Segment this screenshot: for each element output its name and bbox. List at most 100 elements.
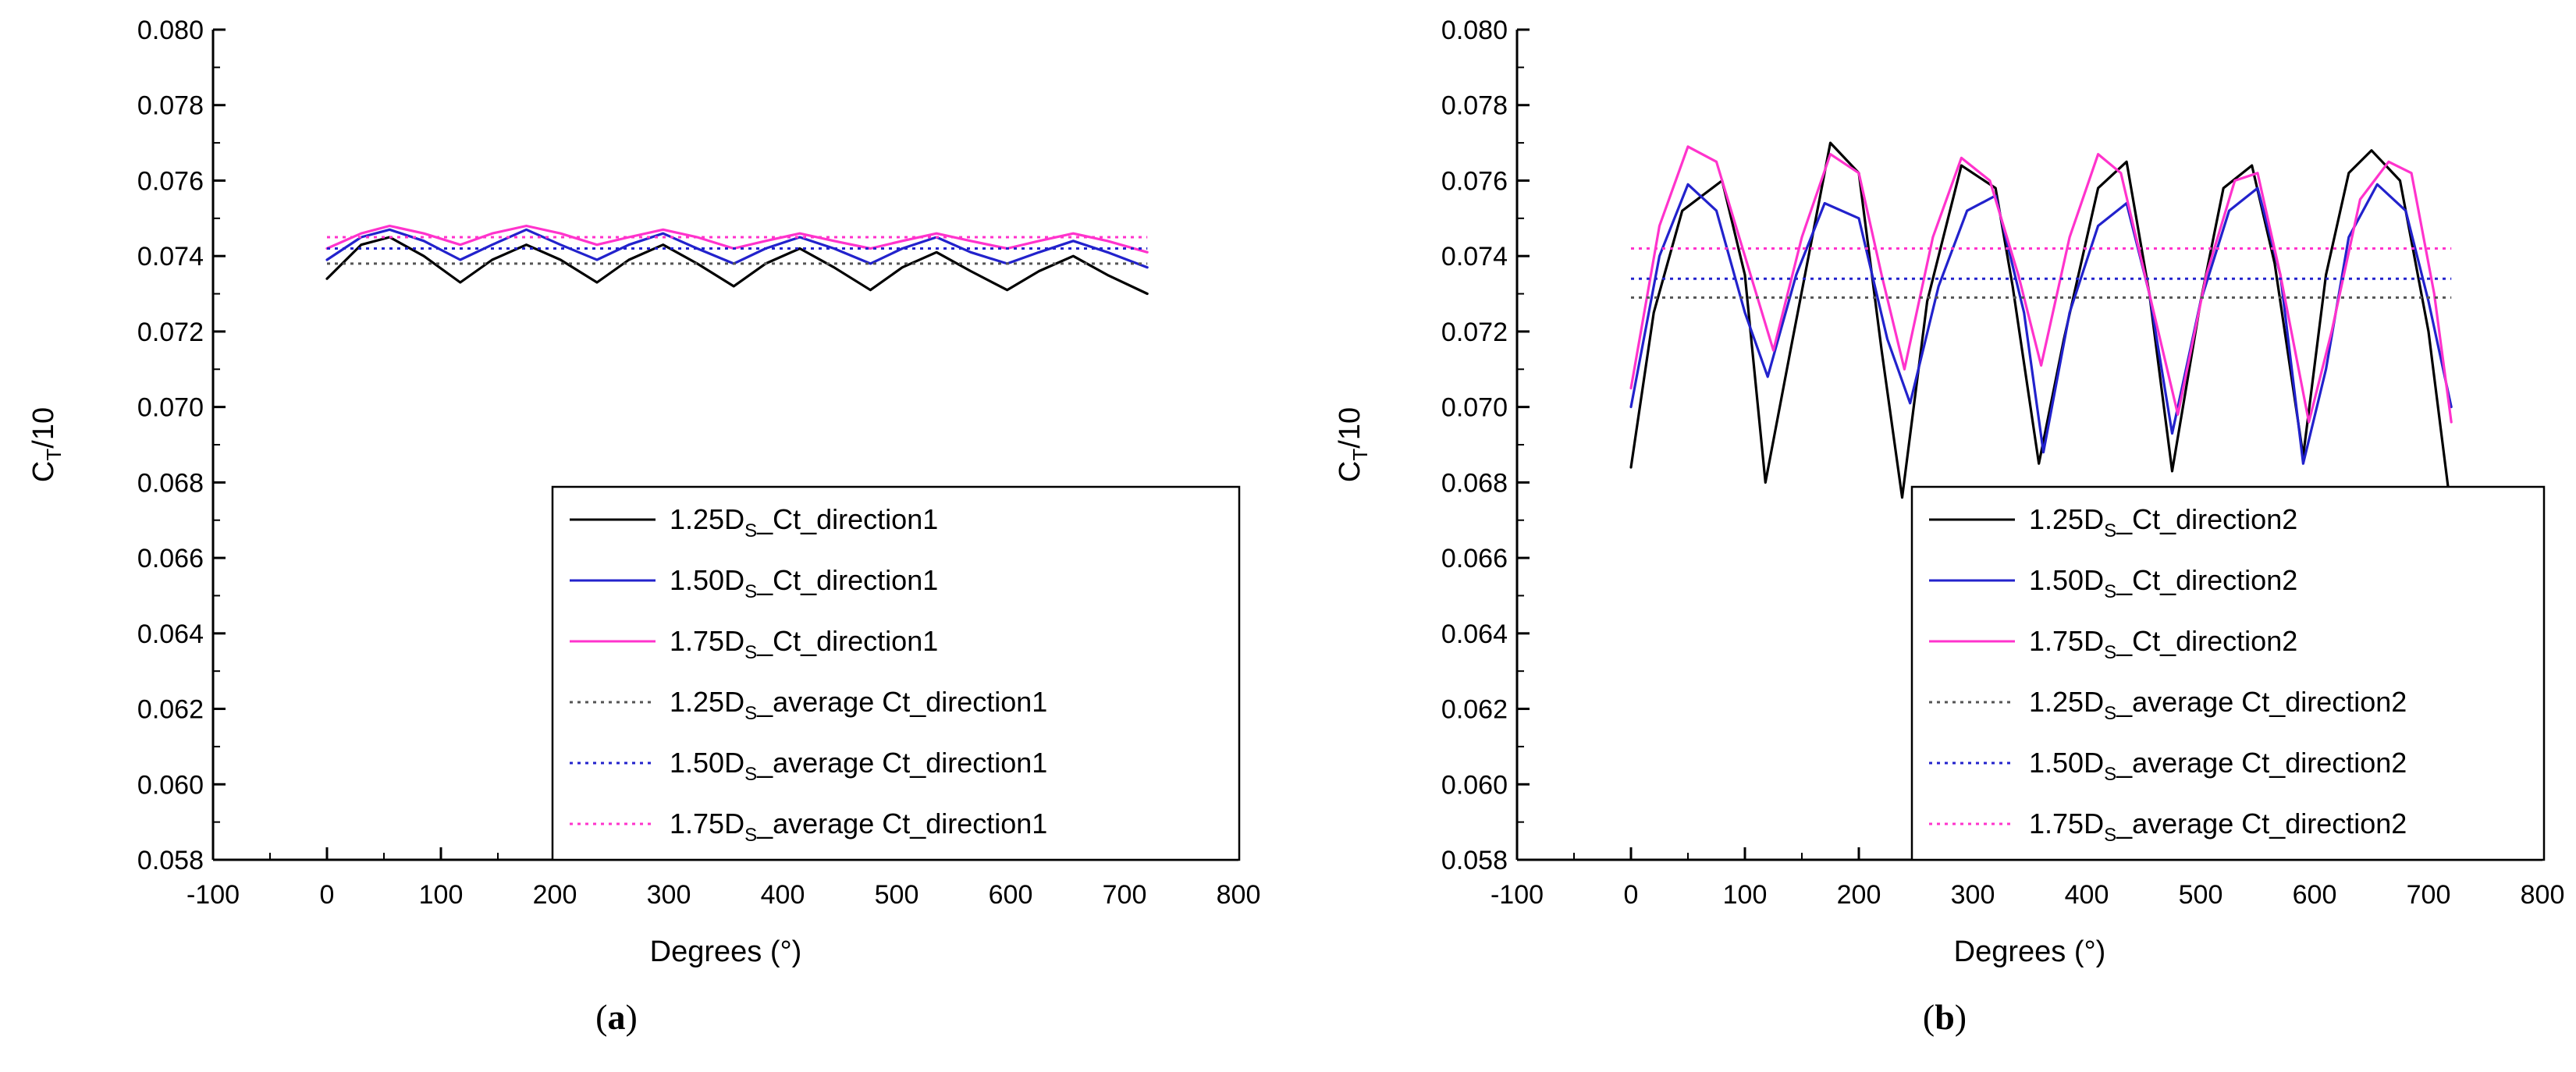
y-tick-label: 0.064 [137, 619, 204, 649]
legend-item-prefix: 1.50D [2029, 747, 2104, 779]
legend-item-prefix: 1.50D [670, 747, 744, 779]
y-tick-label: 0.064 [1441, 619, 1508, 649]
y-tick-label: 0.066 [137, 544, 204, 573]
y-tick-label: 0.076 [137, 166, 204, 196]
legend-item: 1.75DS_average Ct_direction1 [670, 808, 1047, 846]
y-tick-label: 0.078 [1441, 91, 1508, 121]
x-tick-label: 300 [647, 880, 691, 910]
y-axis-label-sub: T [42, 449, 66, 461]
legend-item-suffix: _average Ct_direction2 [2116, 686, 2407, 718]
legend-item: 1.75DS_Ct_direction1 [670, 625, 938, 663]
legend-item: 1.50DS_average Ct_direction2 [2029, 747, 2407, 785]
panel-label-open: ( [595, 997, 607, 1037]
y-tick-label: 0.068 [1441, 468, 1508, 498]
legend-item-prefix: 1.75D [2029, 808, 2104, 839]
legend-item-suffix: _average Ct_direction2 [2116, 747, 2407, 779]
legend-item-sub: S [2104, 825, 2116, 846]
panel-label-letter: b [1935, 997, 1955, 1037]
legend-item-suffix: _Ct_direction1 [756, 625, 938, 657]
legend-item-sub: S [744, 520, 757, 541]
x-tick-label: 600 [2293, 880, 2337, 910]
legend-item: 1.25DS_Ct_direction2 [2029, 503, 2297, 541]
legend-item-prefix: 1.25D [2029, 503, 2104, 535]
legend-box [551, 485, 1241, 861]
panel-label-close: ) [626, 997, 638, 1037]
legend-item-suffix: _Ct_direction1 [756, 564, 938, 596]
panel-label: (b) [1923, 997, 1967, 1037]
y-tick-label: 0.074 [137, 242, 204, 272]
series-line-2 [1629, 183, 2453, 465]
y-axis-label: CT/10 [27, 407, 66, 482]
legend-item: 1.75DS_Ct_direction2 [2029, 625, 2297, 663]
legend-item-suffix: _Ct_direction2 [2116, 503, 2297, 535]
legend-item-suffix: _Ct_direction2 [2116, 625, 2297, 657]
legend-item-prefix: 1.75D [2029, 625, 2104, 657]
x-tick-label: 200 [1837, 880, 1881, 910]
y-tick-label: 0.080 [137, 16, 204, 45]
legend-item-suffix: _Ct_direction2 [2116, 564, 2297, 596]
x-tick-label: 500 [875, 880, 919, 910]
y-tick-label: 0.068 [137, 468, 204, 498]
chart-panel-a: -100 0 100 200 300 400 500 600 700 800 0.058 0.060 0… [27, 16, 1260, 1037]
x-tick-label: 200 [533, 880, 577, 910]
chart-panel-b: -100 0 100 200 300 400 500 600 700 800 0.058 0.060 0… [1334, 16, 2564, 1037]
x-tick-label: 0 [320, 880, 335, 910]
x-tick-label: 800 [2521, 880, 2565, 910]
legend-item-sub: S [744, 703, 757, 724]
series-line-3 [1629, 145, 2453, 424]
legend-item: 1.50DS_Ct_direction1 [670, 564, 938, 602]
legend-item-sub: S [2104, 520, 2116, 541]
y-tick-label: 0.074 [1441, 242, 1508, 272]
legend-item-sub: S [744, 825, 757, 846]
legend-item-prefix: 1.75D [670, 625, 744, 657]
y-tick-label: 0.062 [1441, 695, 1508, 725]
legend-item: 1.75DS_average Ct_direction2 [2029, 808, 2407, 846]
legend-item: 1.50DS_Ct_direction2 [2029, 564, 2297, 602]
x-tick-label: 400 [2065, 880, 2109, 910]
legend-item-suffix: _average Ct_direction1 [756, 808, 1047, 839]
legend: 1.25DS_Ct_direction21.50DS_Ct_direction2… [1910, 485, 2546, 861]
y-tick-label: 0.060 [1441, 770, 1508, 800]
y-axis-label-tail: /10 [1334, 407, 1366, 449]
x-tick-label: 100 [1723, 880, 1768, 910]
x-tick-label: 700 [2407, 880, 2451, 910]
y-axis-label: CT/10 [1334, 407, 1372, 482]
legend-item: 1.25DS_Ct_direction1 [670, 503, 938, 541]
x-tick-label: -100 [1491, 880, 1544, 910]
x-tick-label: 300 [1951, 880, 1995, 910]
legend-item-prefix: 1.25D [2029, 686, 2104, 718]
panel-label-close: ) [1955, 997, 1967, 1037]
y-tick-label: 0.062 [137, 695, 204, 725]
y-axis-label-main: C [27, 461, 60, 482]
x-tick-label: 800 [1217, 880, 1261, 910]
legend-item-sub: S [2104, 764, 2116, 785]
x-tick-label: 500 [2179, 880, 2223, 910]
legend-item-suffix: _average Ct_direction2 [2116, 808, 2407, 839]
y-axis-label-tail: /10 [27, 407, 60, 449]
legend-item-prefix: 1.50D [670, 564, 744, 596]
legend: 1.25DS_Ct_direction11.50DS_Ct_direction1… [551, 485, 1241, 861]
y-tick-label: 0.066 [1441, 544, 1508, 573]
panel-label-letter: a [608, 997, 626, 1037]
y-tick-label: 0.076 [1441, 166, 1508, 196]
y-tick-label: 0.072 [137, 318, 204, 347]
y-tick-label: 0.072 [1441, 318, 1508, 347]
legend-item-prefix: 1.25D [670, 686, 744, 718]
legend-item: 1.25DS_average Ct_direction2 [2029, 686, 2407, 724]
legend-item-sub: S [744, 764, 757, 785]
x-tick-label: -100 [187, 880, 240, 910]
legend-item: 1.50DS_average Ct_direction1 [670, 747, 1047, 785]
x-tick-label: 100 [419, 880, 464, 910]
legend-item-prefix: 1.75D [670, 808, 744, 839]
x-tick-label: 600 [989, 880, 1033, 910]
legend-item-sub: S [744, 642, 757, 663]
legend-item-prefix: 1.25D [670, 503, 744, 535]
x-axis-label: Degrees (°) [650, 935, 802, 968]
y-tick-label: 0.080 [1441, 16, 1508, 45]
y-axis-label-main: C [1334, 461, 1366, 482]
legend-item: 1.25DS_average Ct_direction1 [670, 686, 1047, 724]
legend-item-prefix: 1.50D [2029, 564, 2104, 596]
panel-label: (a) [595, 997, 638, 1037]
legend-item-sub: S [2104, 581, 2116, 602]
